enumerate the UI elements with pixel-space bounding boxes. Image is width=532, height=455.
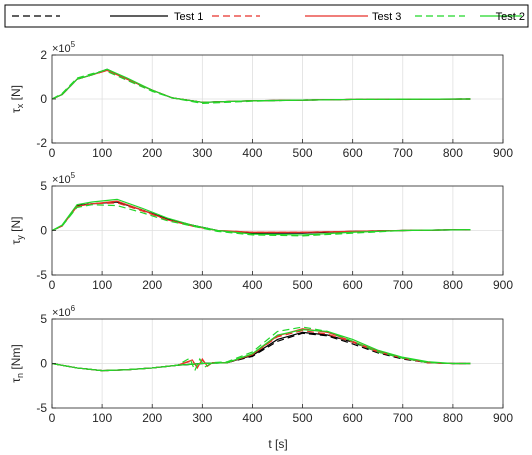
x-tick-label: 200 (142, 146, 162, 160)
legend: Test 1 Test 3 Test 2 (4, 4, 529, 28)
y-tick-label: -5 (36, 268, 47, 282)
x-axis-label: t [s] (268, 437, 287, 451)
x-tick-label: 0 (49, 146, 56, 160)
x-tick-label: 0 (49, 278, 56, 292)
legend-label-3: Test 3 (372, 11, 401, 23)
x-tick-label: 700 (393, 278, 413, 292)
y-tick-label: 5 (40, 312, 47, 326)
y-exponent-label: ×105 (52, 40, 76, 55)
series-line-5 (52, 329, 471, 372)
x-tick-label: 200 (142, 411, 162, 425)
x-tick-label: 600 (343, 146, 363, 160)
x-tick-label: 800 (443, 278, 463, 292)
series-line-5 (52, 68, 471, 103)
x-tick-label: 900 (493, 411, 513, 425)
y-axis-label: τx [N] (9, 85, 25, 113)
y-tick-label: 0 (40, 92, 47, 106)
x-tick-label: 200 (142, 278, 162, 292)
y-axis-label: τn [Nm] (9, 344, 25, 382)
x-tick-label: 400 (242, 278, 262, 292)
series-line-4 (52, 204, 471, 237)
y-tick-label: 0 (40, 224, 47, 238)
legend-box (4, 4, 529, 28)
y-exponent-label: ×106 (52, 304, 76, 319)
x-tick-label: 500 (293, 278, 313, 292)
y-tick-label: 5 (40, 179, 47, 193)
x-tick-label: 500 (293, 146, 313, 160)
x-tick-label: 700 (393, 411, 413, 425)
x-tick-label: 800 (443, 146, 463, 160)
x-tick-label: 300 (192, 146, 212, 160)
y-tick-label: -2 (36, 136, 47, 150)
y-tick-label: 0 (40, 357, 47, 371)
x-tick-label: 600 (343, 411, 363, 425)
x-tick-label: 300 (192, 278, 212, 292)
series-line-3 (52, 200, 471, 233)
legend-label-5: Test 2 (496, 11, 525, 23)
y-exponent-label: ×105 (52, 171, 76, 186)
x-tick-label: 300 (192, 411, 212, 425)
x-tick-label: 100 (92, 146, 112, 160)
x-tick-label: 400 (242, 146, 262, 160)
x-tick-label: 100 (92, 278, 112, 292)
y-axis-label: τy [N] (9, 217, 25, 245)
x-tick-label: 400 (242, 411, 262, 425)
x-tick-label: 500 (293, 411, 313, 425)
legend-label-1: Test 1 (174, 11, 203, 23)
x-tick-label: 600 (343, 278, 363, 292)
series-line-5 (52, 198, 471, 236)
x-tick-label: 900 (493, 278, 513, 292)
x-tick-label: 0 (49, 411, 56, 425)
y-tick-label: 2 (40, 48, 47, 62)
x-tick-label: 700 (393, 146, 413, 160)
x-tick-label: 900 (493, 146, 513, 160)
y-tick-label: -5 (36, 401, 47, 415)
x-tick-label: 800 (443, 411, 463, 425)
x-tick-label: 100 (92, 411, 112, 425)
